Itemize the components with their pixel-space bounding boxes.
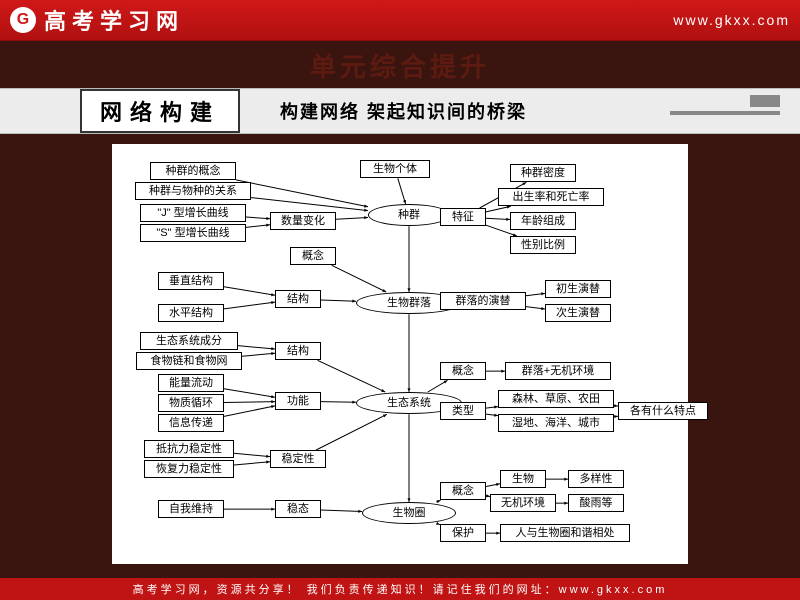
header-bar: G 高考学习网 www.gkxx.com xyxy=(0,0,800,41)
node-l_slbh: 数量变化 xyxy=(270,212,336,230)
node-l_cz: 垂直结构 xyxy=(158,272,224,290)
node-r_td: 各有什么特点 xyxy=(618,402,708,420)
node-l_gn2: 功能 xyxy=(275,392,321,410)
node-l_swl: 食物链和食物网 xyxy=(136,352,242,370)
node-l_zq_gx: 种群与物种的关系 xyxy=(135,182,251,200)
node-l_j: "J" 型增长曲线 xyxy=(140,204,246,222)
logo-icon: G xyxy=(10,7,36,33)
node-r_gn4: 概念 xyxy=(440,482,486,500)
node-r_qw: 群落+无机环境 xyxy=(505,362,611,380)
node-r_tz: 特征 xyxy=(440,208,486,226)
node-central_top: 生物个体 xyxy=(360,160,430,178)
node-l_gn_small: 概念 xyxy=(290,247,336,265)
node-r_sw: 生物 xyxy=(500,470,546,488)
node-r_nl: 年龄组成 xyxy=(510,212,576,230)
node-r_yt: 群落的演替 xyxy=(440,292,526,310)
node-r_xb: 性别比例 xyxy=(510,236,576,254)
node-l_zq_gn: 种群的概念 xyxy=(150,162,236,180)
footer: 高考学习网，资源共分享！ 我们负责传递知识！请记住我们的网址：www.gkxx.… xyxy=(0,578,800,600)
node-l_s: "S" 型增长曲线 xyxy=(140,224,246,242)
node-r_md: 种群密度 xyxy=(510,164,576,182)
section-subtitle: 构建网络 架起知识间的桥梁 xyxy=(280,98,527,124)
section-label: 网络构建 xyxy=(80,89,240,133)
page-title: 单元综合提升 xyxy=(0,41,800,88)
node-l_dkl: 抵抗力稳定性 xyxy=(144,440,234,458)
node-l_zwwc: 自我维持 xyxy=(158,500,224,518)
node-r_wj: 无机环境 xyxy=(490,494,556,512)
node-l_wdx: 稳定性 xyxy=(270,450,326,468)
node-r_cy: 初生演替 xyxy=(545,280,611,298)
node-r_sd: 湿地、海洋、城市 xyxy=(498,414,614,432)
node-r_lx: 类型 xyxy=(440,402,486,420)
site-name: 高考学习网 xyxy=(44,4,184,36)
logo: G 高考学习网 xyxy=(10,4,184,36)
site-url: www.gkxx.com xyxy=(673,12,790,28)
node-r_dyx: 多样性 xyxy=(568,470,624,488)
node-l_hfl: 恢复力稳定性 xyxy=(144,460,234,478)
diagram: 生物个体种群生物群落生态系统生物圈种群的概念种群与物种的关系"J" 型增长曲线"… xyxy=(112,144,688,564)
node-r_gn3: 概念 xyxy=(440,362,486,380)
section-bar: 网络构建 构建网络 架起知识间的桥梁 xyxy=(0,88,800,134)
node-l_stcf: 生态系统成分 xyxy=(140,332,238,350)
node-l_xx: 信息传递 xyxy=(158,414,224,432)
section-decoration xyxy=(660,95,780,125)
node-l_jg1: 结构 xyxy=(275,290,321,308)
node-r_sl: 森林、草原、农田 xyxy=(498,390,614,408)
node-r_syd: 酸雨等 xyxy=(568,494,624,512)
node-r_bh: 保护 xyxy=(440,524,486,542)
node-l_nl: 能量流动 xyxy=(158,374,224,392)
node-l_wz: 物质循环 xyxy=(158,394,224,412)
node-l_sp: 水平结构 xyxy=(158,304,224,322)
node-r_cy2: 次生演替 xyxy=(545,304,611,322)
node-l_jg2: 结构 xyxy=(275,342,321,360)
node-r_hx: 人与生物圈和谐相处 xyxy=(500,524,630,542)
node-l_wt: 稳态 xyxy=(275,500,321,518)
node-r_cs: 出生率和死亡率 xyxy=(498,188,604,206)
